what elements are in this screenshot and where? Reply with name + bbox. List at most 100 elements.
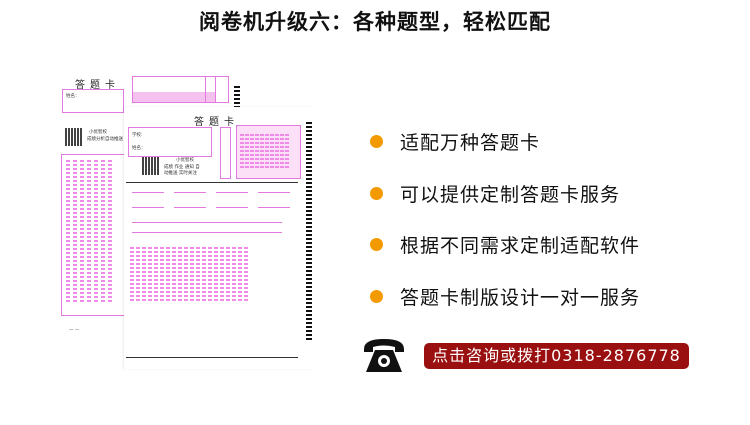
bubble bbox=[94, 192, 98, 194]
bubble bbox=[232, 263, 236, 265]
bubble bbox=[270, 158, 274, 160]
bubble bbox=[130, 291, 134, 293]
bubble bbox=[108, 208, 112, 210]
bubble bbox=[238, 299, 242, 301]
bubble bbox=[101, 216, 105, 218]
bubble bbox=[178, 259, 182, 261]
bubble bbox=[214, 271, 218, 273]
bubble bbox=[108, 276, 112, 278]
bubble bbox=[232, 271, 236, 273]
bubble bbox=[87, 220, 91, 222]
timing-mark bbox=[306, 162, 312, 164]
bubble bbox=[178, 251, 182, 253]
bubble bbox=[101, 276, 105, 278]
bubble bbox=[232, 251, 236, 253]
timing-mark bbox=[306, 222, 312, 224]
bubble bbox=[172, 295, 176, 297]
bubble bbox=[108, 184, 112, 186]
bubble bbox=[270, 138, 274, 140]
bubble bbox=[214, 251, 218, 253]
bubble bbox=[130, 279, 134, 281]
bubble bbox=[196, 287, 200, 289]
bubble bbox=[270, 154, 274, 156]
bubble bbox=[101, 192, 105, 194]
bubble bbox=[87, 192, 91, 194]
bubble bbox=[80, 224, 84, 226]
bubble bbox=[73, 172, 77, 174]
bubble bbox=[108, 228, 112, 230]
bubble bbox=[202, 251, 206, 253]
bubble bbox=[265, 158, 269, 160]
bubble bbox=[226, 287, 230, 289]
bubble bbox=[220, 247, 224, 249]
bubble bbox=[66, 184, 70, 186]
bubble bbox=[108, 176, 112, 178]
bubble bbox=[87, 272, 91, 274]
bubble bbox=[80, 216, 84, 218]
bubble bbox=[196, 271, 200, 273]
bubble bbox=[202, 259, 206, 261]
qr-code bbox=[142, 157, 160, 175]
bubble bbox=[208, 275, 212, 277]
bubble bbox=[202, 287, 206, 289]
timing-mark bbox=[306, 270, 312, 272]
bubble bbox=[130, 287, 134, 289]
bubble bbox=[154, 295, 158, 297]
bubble bbox=[160, 295, 164, 297]
bubble bbox=[101, 224, 105, 226]
bubble bbox=[87, 164, 91, 166]
bubble bbox=[73, 232, 77, 234]
bubble bbox=[108, 224, 112, 226]
bubble bbox=[108, 236, 112, 238]
bubble bbox=[160, 263, 164, 265]
bubble bbox=[136, 255, 140, 257]
bubble bbox=[240, 162, 244, 164]
bubble bbox=[73, 216, 77, 218]
name-box: 姓名： bbox=[62, 89, 124, 113]
bubble bbox=[178, 267, 182, 269]
divider bbox=[126, 357, 298, 358]
bubble bbox=[178, 255, 182, 257]
bubble bbox=[196, 291, 200, 293]
bubble bbox=[260, 150, 264, 152]
bubble bbox=[101, 164, 105, 166]
bubble bbox=[232, 255, 236, 257]
bubble bbox=[87, 160, 91, 162]
bubble bbox=[275, 162, 279, 164]
timing-mark bbox=[306, 294, 312, 296]
bubble bbox=[80, 184, 84, 186]
bubble bbox=[66, 192, 70, 194]
bubble bbox=[108, 200, 112, 202]
timing-mark bbox=[306, 134, 312, 136]
bubble bbox=[166, 267, 170, 269]
bubble bbox=[142, 291, 146, 293]
timing-mark bbox=[306, 330, 312, 332]
bubble bbox=[101, 300, 105, 302]
bubble bbox=[280, 154, 284, 156]
bubble bbox=[148, 267, 152, 269]
bubble bbox=[87, 200, 91, 202]
bubble bbox=[184, 291, 188, 293]
telephone-icon bbox=[364, 339, 404, 372]
bubble bbox=[108, 168, 112, 170]
bubble bbox=[166, 247, 170, 249]
bubble bbox=[66, 300, 70, 302]
name-label: 姓名： bbox=[66, 94, 80, 99]
bubble bbox=[202, 279, 206, 281]
bubble bbox=[66, 216, 70, 218]
bubble bbox=[148, 283, 152, 285]
bubble bbox=[265, 134, 269, 136]
bubble bbox=[66, 160, 70, 162]
bubble bbox=[285, 154, 289, 156]
timing-mark bbox=[306, 338, 312, 340]
bubble bbox=[166, 251, 170, 253]
bubble bbox=[184, 279, 188, 281]
bubble bbox=[94, 252, 98, 254]
timing-mark bbox=[306, 206, 312, 208]
timing-mark bbox=[306, 202, 312, 204]
bubble bbox=[101, 176, 105, 178]
bubble bbox=[172, 275, 176, 277]
bubble bbox=[232, 267, 236, 269]
bubble bbox=[87, 216, 91, 218]
contact-button[interactable]: 点击咨询或拨打0318-2876778 bbox=[424, 343, 689, 369]
